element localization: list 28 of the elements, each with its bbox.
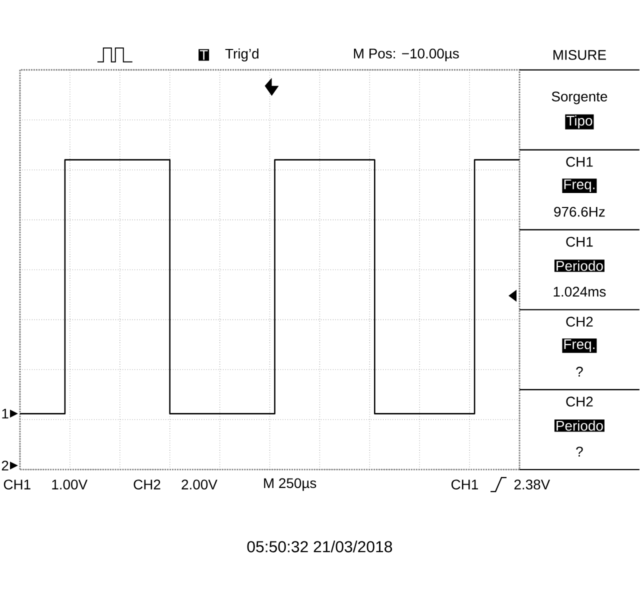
text: 1.024ms — [554, 286, 606, 296]
text: CH1 — [451, 479, 478, 490]
text: Periodo — [556, 260, 603, 271]
text: Sorgente — [552, 91, 608, 104]
text: 05:50:32 21/03/2018 — [247, 540, 392, 552]
text: Freq. — [564, 179, 594, 192]
text: Trig’d — [225, 48, 258, 62]
text: 1 — [2, 408, 8, 418]
text: 1.00V — [52, 479, 88, 490]
text: 2.00V — [182, 479, 218, 490]
text: CH2 — [566, 396, 593, 406]
text: ? — [576, 446, 583, 456]
text: CH1 — [4, 479, 30, 490]
text: Tipo — [566, 115, 592, 128]
text: ? — [576, 366, 583, 376]
text: M 250µs — [264, 478, 316, 491]
text: Freq. — [564, 339, 594, 352]
text: T — [200, 50, 208, 60]
text: CH2 — [566, 316, 593, 326]
text: CH1 — [566, 236, 593, 246]
text: CH1 — [566, 156, 593, 167]
text: CH2 — [134, 479, 160, 490]
text: 976.6Hz — [554, 206, 605, 217]
text: MISURE — [554, 50, 606, 60]
text: Periodo — [556, 420, 603, 430]
text: 2 — [2, 460, 8, 470]
text: 2.38V — [514, 479, 550, 490]
text: M Pos: −10.00µs — [354, 48, 459, 62]
